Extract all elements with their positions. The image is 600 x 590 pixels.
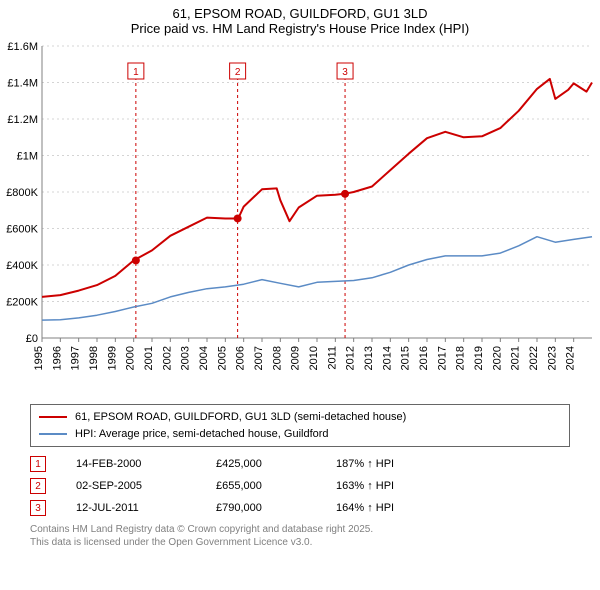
chart-legend: 61, EPSOM ROAD, GUILDFORD, GU1 3LD (semi… (30, 404, 570, 447)
price-chart: £0 £200K £400K £600K £800K £1M £1.2M £1.4M £1.6M… (0, 38, 600, 398)
svg-text:2022: 2022 (528, 346, 540, 370)
license-text: Contains HM Land Registry data © Crown c… (30, 523, 570, 549)
svg-text:1995: 1995 (33, 346, 45, 370)
svg-text:£1.6M: £1.6M (7, 41, 38, 53)
svg-text:2: 2 (235, 67, 241, 78)
svg-text:2013: 2013 (363, 346, 375, 370)
svg-text:1996: 1996 (51, 346, 63, 370)
marker-price: £790,000 (216, 502, 306, 514)
svg-text:2019: 2019 (473, 346, 485, 370)
svg-text:2021: 2021 (510, 346, 522, 370)
svg-text:2000: 2000 (125, 346, 137, 370)
svg-text:1999: 1999 (106, 346, 118, 370)
title-line2: Price paid vs. HM Land Registry's House … (4, 21, 596, 36)
legend-label: HPI: Average price, semi-detached house,… (75, 426, 329, 443)
svg-text:2001: 2001 (143, 346, 155, 370)
svg-text:2003: 2003 (180, 346, 192, 370)
marker-row: 3 12-JUL-2011 £790,000 164% ↑ HPI (30, 497, 570, 519)
svg-text:2014: 2014 (381, 346, 393, 370)
svg-text:£1.4M: £1.4M (7, 78, 38, 90)
svg-text:2015: 2015 (400, 346, 412, 370)
marker-date: 12-JUL-2011 (76, 502, 186, 514)
legend-label: 61, EPSOM ROAD, GUILDFORD, GU1 3LD (semi… (75, 409, 406, 426)
svg-text:2023: 2023 (546, 346, 558, 370)
svg-text:3: 3 (342, 67, 348, 78)
svg-text:£0: £0 (26, 333, 38, 345)
legend-item: 61, EPSOM ROAD, GUILDFORD, GU1 3LD (semi… (39, 409, 561, 426)
chart-title-block: 61, EPSOM ROAD, GUILDFORD, GU1 3LD Price… (0, 0, 600, 38)
marker-badge: 2 (30, 478, 46, 494)
marker-price: £655,000 (216, 480, 306, 492)
license-line2: This data is licensed under the Open Gov… (30, 536, 570, 549)
svg-text:£400K: £400K (6, 260, 38, 272)
marker-date: 14-FEB-2000 (76, 458, 186, 470)
svg-text:2005: 2005 (216, 346, 228, 370)
svg-text:2009: 2009 (290, 346, 302, 370)
svg-text:2018: 2018 (455, 346, 467, 370)
svg-text:2008: 2008 (271, 346, 283, 370)
svg-text:£1M: £1M (17, 151, 38, 163)
svg-text:2010: 2010 (308, 346, 320, 370)
svg-text:2004: 2004 (198, 346, 210, 370)
marker-table: 1 14-FEB-2000 £425,000 187% ↑ HPI 2 02-S… (30, 453, 570, 519)
svg-text:£800K: £800K (6, 187, 38, 199)
legend-swatch (39, 416, 67, 418)
svg-text:2006: 2006 (235, 346, 247, 370)
svg-text:2002: 2002 (161, 346, 173, 370)
marker-row: 1 14-FEB-2000 £425,000 187% ↑ HPI (30, 453, 570, 475)
svg-text:2016: 2016 (418, 346, 430, 370)
svg-text:2007: 2007 (253, 346, 265, 370)
svg-text:2017: 2017 (436, 346, 448, 370)
marker-badge: 3 (30, 500, 46, 516)
marker-badge: 1 (30, 456, 46, 472)
marker-row: 2 02-SEP-2005 £655,000 163% ↑ HPI (30, 475, 570, 497)
license-line1: Contains HM Land Registry data © Crown c… (30, 523, 570, 536)
svg-text:2011: 2011 (326, 346, 338, 370)
svg-text:£1.2M: £1.2M (7, 114, 38, 126)
svg-text:2024: 2024 (565, 346, 577, 370)
svg-text:1998: 1998 (88, 346, 100, 370)
svg-text:£600K: £600K (6, 224, 38, 236)
marker-price: £425,000 (216, 458, 306, 470)
marker-hpi: 163% ↑ HPI (336, 480, 436, 492)
legend-swatch (39, 433, 67, 435)
svg-text:£200K: £200K (6, 297, 38, 309)
chart-container: £0 £200K £400K £600K £800K £1M £1.2M £1.4M £1.6M… (0, 38, 600, 398)
title-line1: 61, EPSOM ROAD, GUILDFORD, GU1 3LD (4, 6, 596, 21)
marker-hpi: 187% ↑ HPI (336, 458, 436, 470)
marker-hpi: 164% ↑ HPI (336, 502, 436, 514)
svg-text:2020: 2020 (491, 346, 503, 370)
legend-item: HPI: Average price, semi-detached house,… (39, 426, 561, 443)
svg-text:2012: 2012 (345, 346, 357, 370)
svg-text:1: 1 (133, 67, 139, 78)
svg-text:1997: 1997 (70, 346, 82, 370)
marker-date: 02-SEP-2005 (76, 480, 186, 492)
